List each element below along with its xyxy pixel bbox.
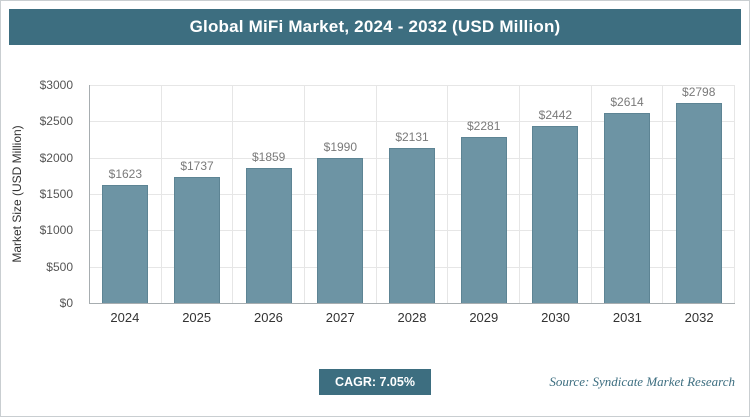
bar bbox=[675, 103, 722, 303]
bar-value-label: $2131 bbox=[395, 130, 429, 145]
bar bbox=[604, 113, 651, 303]
bars: $1623 $1737 $1859 $1990 $2131 $2281 $2442 $2614… bbox=[89, 85, 736, 303]
bar-value-label: $2614 bbox=[610, 95, 644, 110]
x-tick-label: 2032 bbox=[684, 310, 714, 325]
x-tick-label: 2029 bbox=[469, 310, 499, 325]
bar-value-label: $1737 bbox=[180, 158, 214, 173]
x-axis: 2024 2025 2026 2027 2028 2029 2030 2031 2032 bbox=[89, 303, 735, 329]
x-tick-label: 2025 bbox=[182, 310, 212, 325]
bar-value-label: $2281 bbox=[467, 119, 501, 134]
bar-value-label: $1990 bbox=[323, 140, 358, 155]
y-axis: $0 $500 $1000 $1500 $2000 $2500 $3000 bbox=[1, 78, 81, 310]
y-tick-label: $0 bbox=[59, 296, 73, 310]
bar bbox=[102, 185, 149, 303]
y-tick-label: $500 bbox=[46, 259, 73, 274]
cagr-badge: CAGR: 7.05% bbox=[319, 369, 431, 395]
gridline bbox=[89, 85, 735, 86]
bar-column: $1623 bbox=[90, 85, 162, 303]
bar-column: $2798 bbox=[663, 85, 736, 303]
gridline bbox=[89, 121, 735, 123]
bar-value-label: $1623 bbox=[108, 167, 143, 182]
bar-column: $1990 bbox=[305, 85, 377, 303]
x-axis-baseline bbox=[89, 303, 735, 304]
x-tick-label: 2027 bbox=[325, 310, 355, 325]
y-tick-label: $3000 bbox=[39, 78, 73, 92]
bar bbox=[174, 176, 220, 303]
bar-column: $1859 bbox=[233, 85, 306, 303]
bar-value-label: $2442 bbox=[538, 107, 573, 122]
bar bbox=[460, 137, 507, 303]
chart-title: Global MiFi Market, 2024 - 2032 (USD Mil… bbox=[9, 9, 741, 45]
y-tick-label: $1000 bbox=[39, 223, 73, 238]
bar bbox=[532, 125, 579, 303]
x-tick-label: 2031 bbox=[612, 310, 642, 325]
y-tick-label: $1500 bbox=[39, 187, 73, 201]
plot-area: $1623 $1737 $1859 $1990 $2131 $2281 $2442 $2614… bbox=[89, 85, 736, 304]
x-tick-label: 2028 bbox=[397, 310, 427, 325]
bar bbox=[389, 148, 436, 303]
y-tick-label: $2500 bbox=[39, 114, 73, 129]
bar bbox=[245, 167, 292, 303]
x-tick-label: 2026 bbox=[253, 310, 283, 325]
source-attribution: Source: Syndicate Market Research bbox=[549, 374, 735, 389]
bar-column: $2614 bbox=[592, 85, 664, 303]
x-tick-label: 2030 bbox=[541, 310, 571, 325]
bar bbox=[317, 158, 364, 303]
chart-area: Market Size (USD Million) $0 $500 $1000 $15… bbox=[1, 45, 749, 329]
bar-column: $1737 bbox=[162, 85, 234, 303]
bar-value-label: $1859 bbox=[251, 149, 286, 164]
bar-value-label: $2798 bbox=[682, 85, 716, 99]
bar-column: $2442 bbox=[520, 85, 592, 303]
bar-column: $2281 bbox=[448, 85, 521, 303]
y-tick-label: $2000 bbox=[39, 150, 73, 165]
x-tick-label: 2024 bbox=[110, 310, 140, 325]
chart-footer: CAGR: 7.05% Source: Syndicate Market Res… bbox=[15, 369, 735, 395]
bar-column: $2131 bbox=[377, 85, 449, 303]
